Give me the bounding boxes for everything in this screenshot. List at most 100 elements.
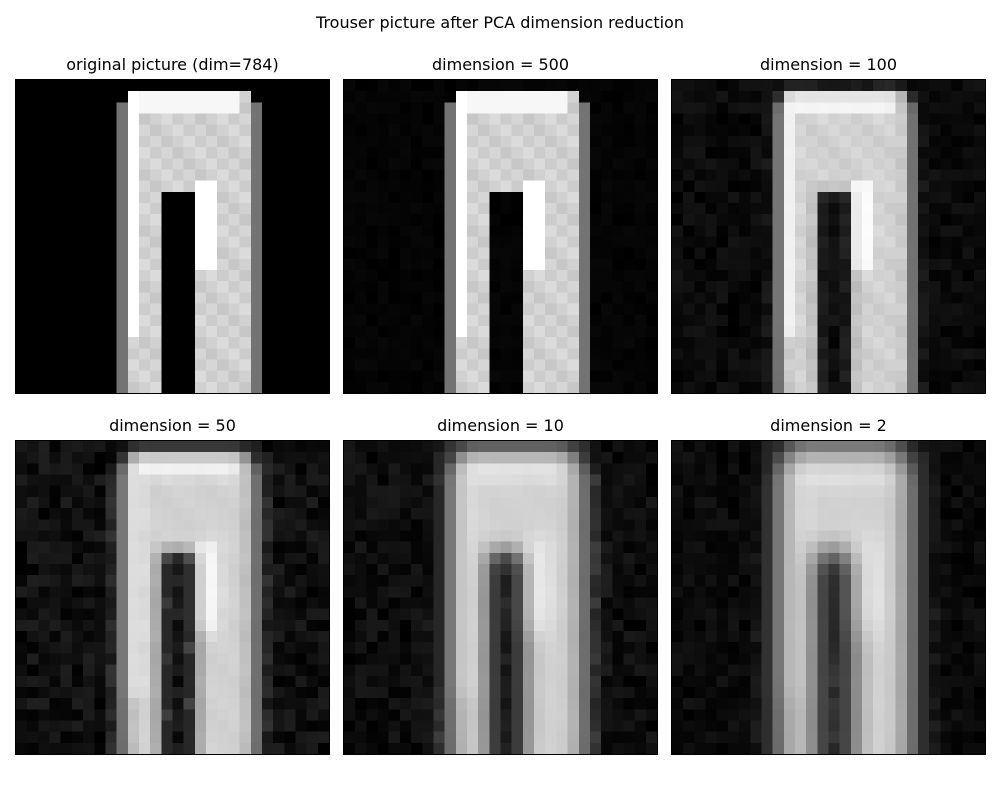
pixel: [183, 474, 196, 486]
pixel: [388, 731, 401, 744]
pixel: [578, 552, 591, 565]
pixel: [49, 180, 61, 193]
pixel: [500, 80, 512, 92]
pixel: [94, 530, 106, 542]
pixel: [612, 698, 624, 710]
pixel: [377, 270, 389, 282]
pixel: [444, 359, 457, 371]
pixel: [817, 675, 829, 688]
pixel: [906, 519, 919, 531]
pixel: [534, 325, 546, 338]
pixel: [411, 325, 423, 338]
pixel: [739, 742, 751, 754]
pixel: [284, 575, 296, 587]
pixel: [873, 113, 885, 125]
pixel: [850, 158, 863, 170]
pixel: [411, 563, 423, 576]
pixel: [478, 169, 490, 181]
pixel: [355, 113, 367, 125]
pixel: [567, 135, 579, 148]
pixel: [388, 303, 401, 315]
pixel: [567, 586, 579, 598]
pixel: [49, 147, 61, 159]
pixel: [534, 225, 546, 237]
pixel: [772, 281, 785, 293]
pixel: [906, 631, 919, 643]
pixel: [399, 686, 412, 699]
pixel: [817, 370, 829, 383]
pixel: [127, 541, 140, 554]
pixel: [411, 135, 423, 148]
pixel: [183, 135, 196, 148]
pixel: [761, 381, 773, 393]
pixel: [284, 214, 296, 226]
pixel: [489, 519, 501, 531]
pixel: [739, 225, 751, 237]
pixel: [366, 541, 378, 554]
pixel: [355, 541, 367, 554]
pixel: [623, 686, 635, 699]
pixel: [127, 381, 140, 393]
pixel: [589, 686, 602, 699]
pixel: [295, 348, 307, 360]
pixel: [828, 642, 840, 654]
pixel: [295, 653, 307, 665]
pixel: [929, 236, 941, 248]
pixel: [344, 642, 356, 654]
pixel: [917, 225, 930, 237]
pixel: [522, 314, 535, 327]
pixel: [716, 541, 729, 554]
pixel: [761, 214, 773, 226]
pixel: [906, 102, 919, 114]
pixel: [705, 474, 717, 486]
pixel: [16, 236, 28, 248]
pixel: [273, 675, 285, 688]
pixel: [683, 563, 695, 576]
pixel: [705, 370, 717, 383]
pixel: [172, 709, 184, 721]
pixel: [355, 359, 367, 371]
pixel: [601, 452, 613, 464]
pixel: [895, 441, 907, 453]
pixel: [500, 381, 512, 393]
pixel: [217, 720, 229, 732]
pixel: [567, 124, 579, 137]
pixel: [850, 180, 863, 193]
pixel: [522, 325, 535, 338]
pixel: [534, 135, 546, 148]
pixel: [261, 348, 274, 360]
pixel: [973, 508, 985, 520]
pixel: [612, 631, 624, 643]
pixel: [466, 258, 479, 271]
pixel: [906, 686, 919, 699]
pixel: [783, 348, 796, 360]
pixel: [16, 303, 28, 315]
pixel: [183, 158, 196, 170]
pixel: [906, 80, 919, 92]
pixel: [727, 381, 740, 393]
pixel: [750, 519, 762, 531]
pixel: [183, 742, 196, 754]
pixel: [399, 496, 412, 509]
pixel: [645, 102, 657, 114]
pixel: [478, 474, 490, 486]
pixel: [27, 485, 39, 498]
pixel: [138, 686, 151, 699]
pixel: [433, 135, 445, 148]
pixel: [545, 496, 557, 509]
pixel: [601, 631, 613, 643]
pixel: [161, 270, 173, 282]
pixel: [261, 359, 274, 371]
pixel: [522, 698, 535, 710]
pixel: [83, 508, 95, 520]
pixel: [683, 236, 695, 248]
pixel: [862, 653, 874, 665]
pixel: [116, 541, 129, 554]
pixel: [727, 552, 740, 565]
pixel: [817, 325, 829, 338]
pixel: [589, 135, 602, 148]
pixel: [683, 191, 695, 204]
pixel: [806, 474, 818, 486]
pixel: [295, 608, 307, 621]
panel-title: dimension = 10: [437, 416, 564, 435]
